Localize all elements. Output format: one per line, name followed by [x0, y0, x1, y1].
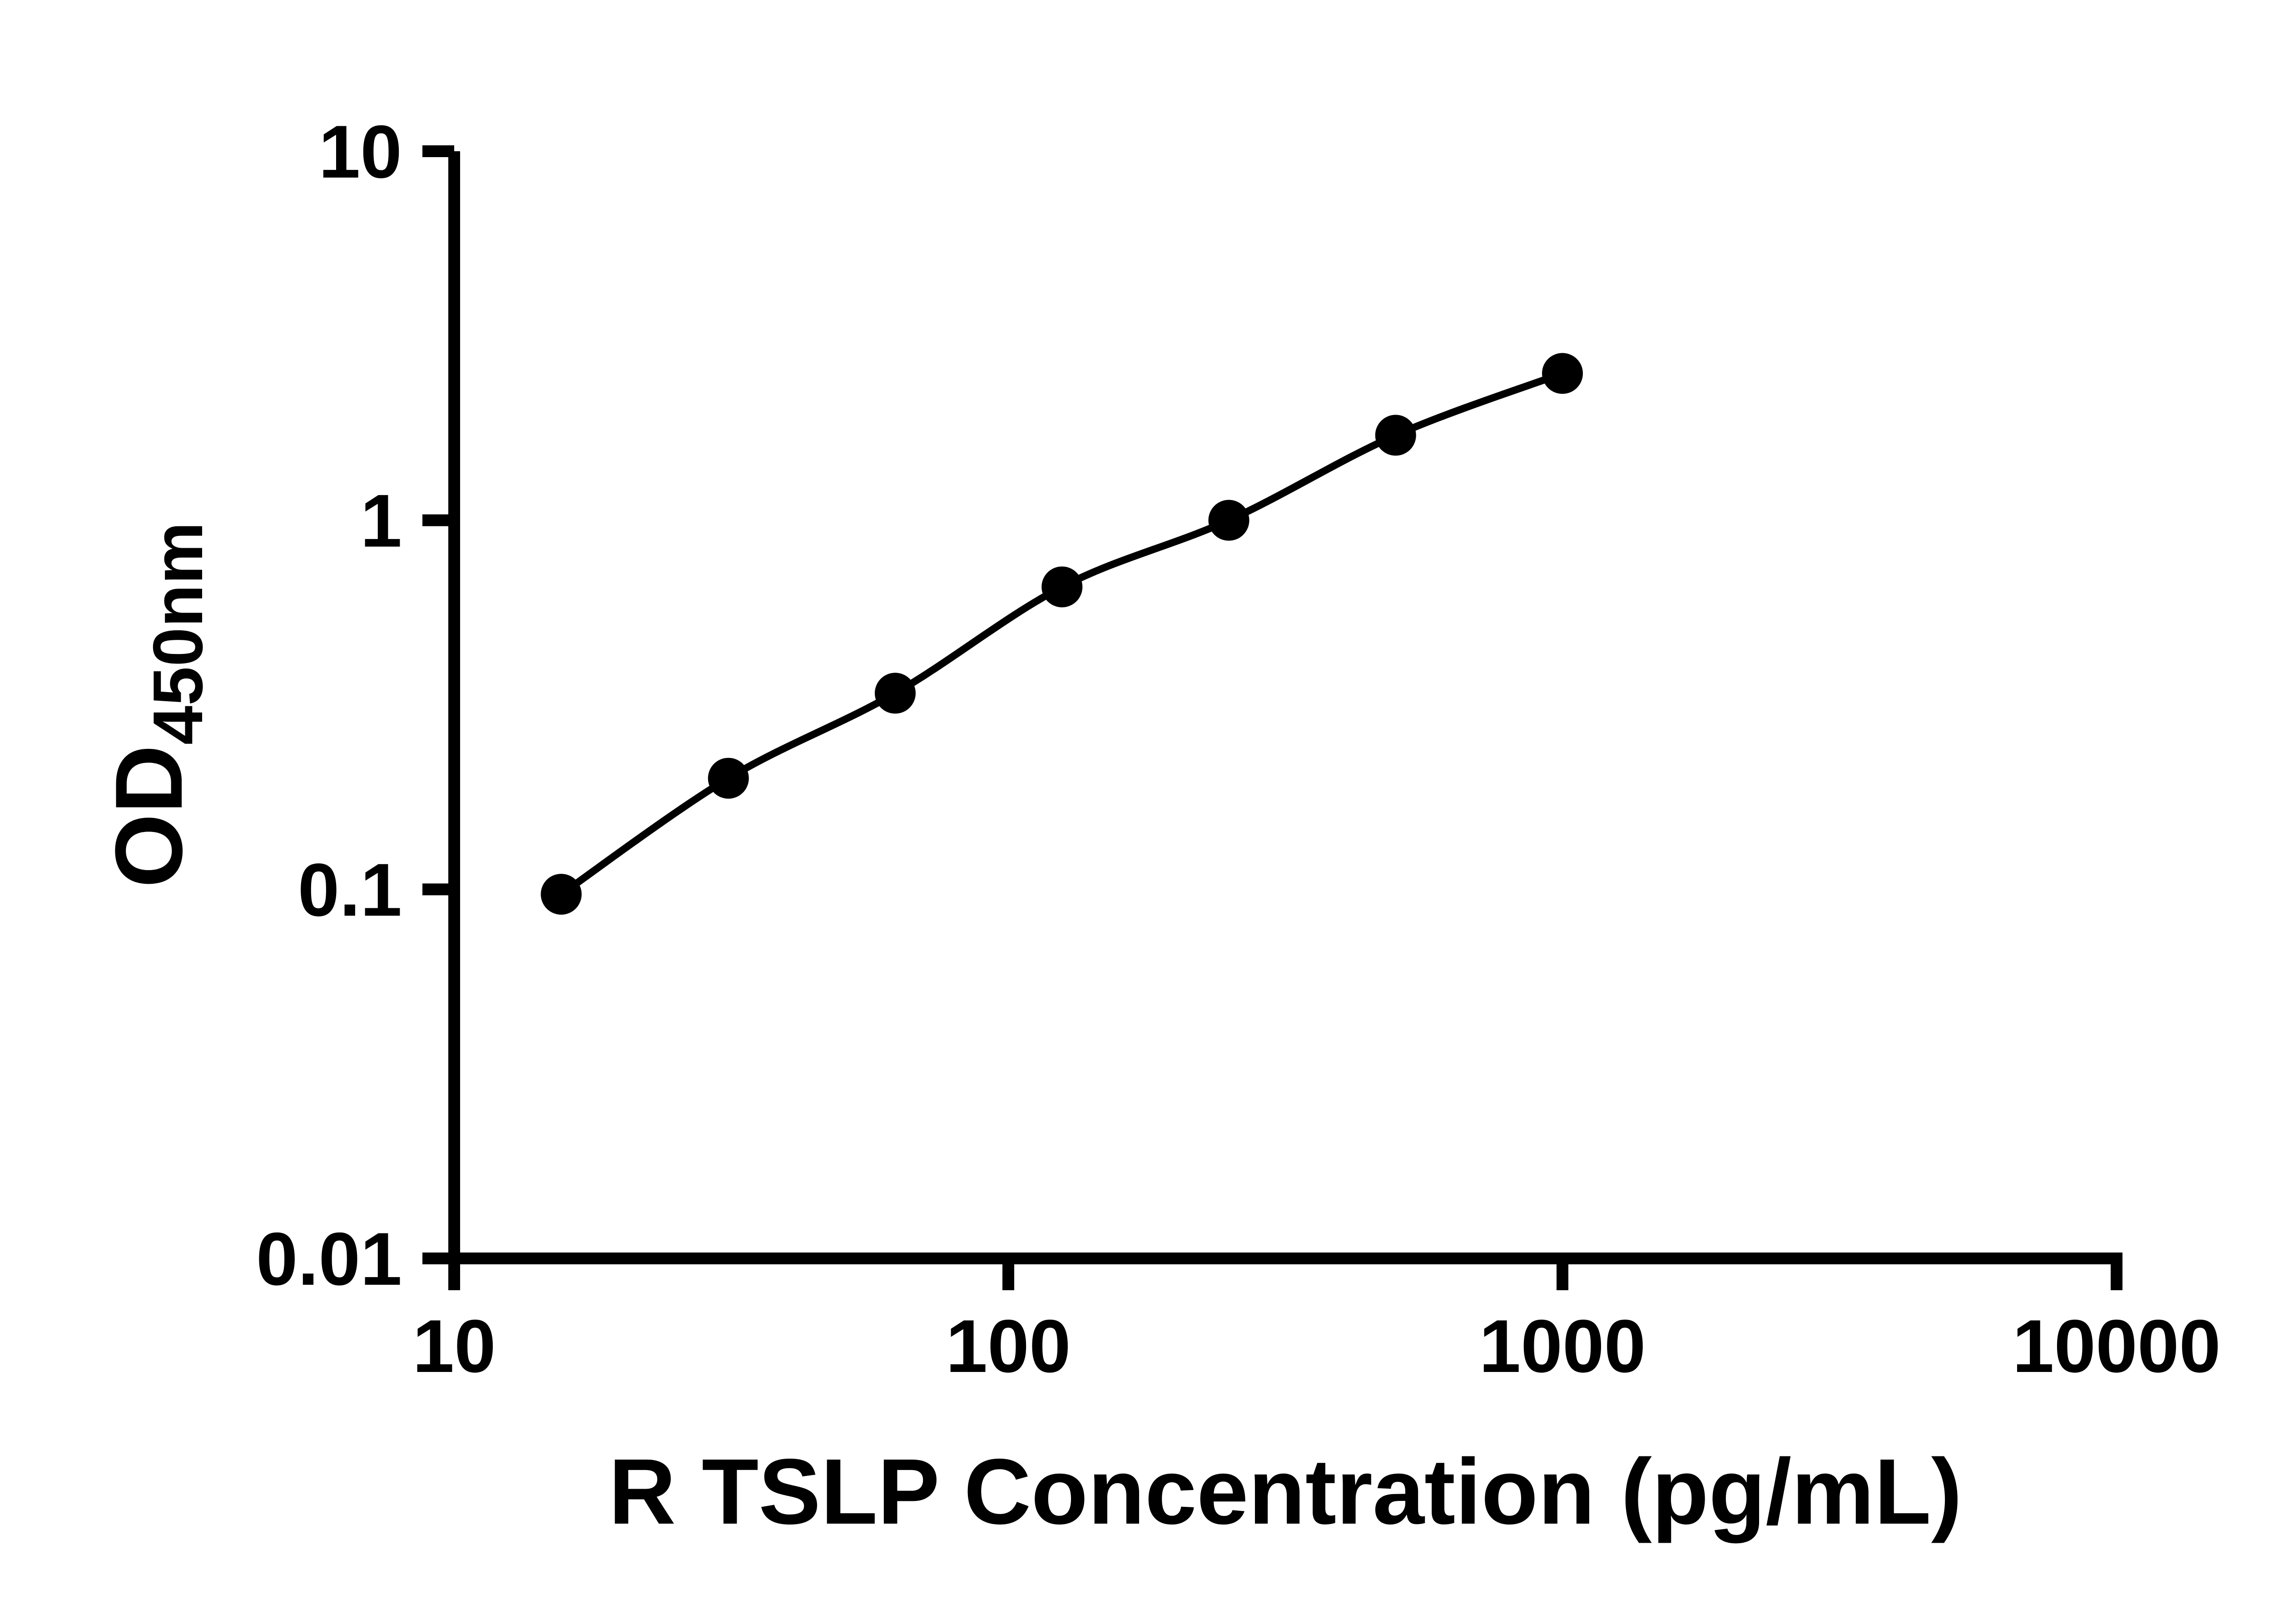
y-axis-title-subscript: 450nm — [139, 522, 217, 745]
data-point — [1208, 500, 1250, 541]
data-point — [874, 673, 916, 714]
y-tick-label: 0.01 — [256, 1217, 402, 1301]
y-axis-title-main: OD — [95, 745, 202, 888]
data-point — [1041, 566, 1083, 608]
series-layer — [540, 353, 1583, 915]
y-tick-label: 10 — [318, 110, 402, 193]
axes-layer — [448, 151, 2122, 1264]
data-point — [1375, 415, 1416, 456]
y-tick-label: 1 — [360, 479, 402, 563]
x-tick-label: 1000 — [1479, 1304, 1646, 1388]
x-tick-label: 100 — [946, 1304, 1071, 1388]
data-point — [1542, 353, 1583, 394]
standard-curve-line — [559, 370, 1564, 897]
data-point — [540, 874, 582, 915]
x-axis-title: R TSLP Concentration (pg/mL) — [609, 1440, 1962, 1544]
x-tick-label: 10000 — [2013, 1304, 2221, 1388]
x-tick-label: 10 — [412, 1304, 496, 1388]
data-point — [708, 758, 749, 799]
ticks-layer — [422, 145, 2122, 1290]
y-tick-label: 0.1 — [298, 848, 402, 931]
y-axis-title: OD450nm — [95, 522, 217, 888]
tick-labels-layer: 10 100 1000 10000 0.01 0.1 1 10 — [256, 110, 2221, 1388]
